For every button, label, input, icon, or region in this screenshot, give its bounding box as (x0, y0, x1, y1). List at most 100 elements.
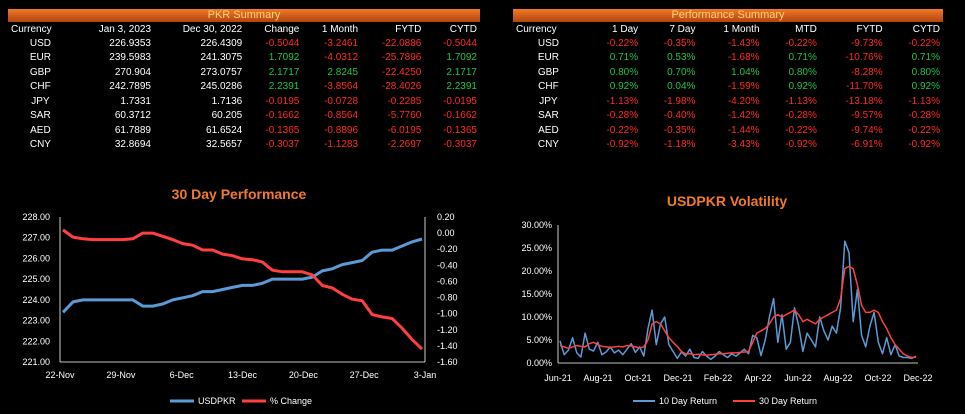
perf-row: AED -0.22% -0.35% -1.44% -0.22% -9.74% -0.22% (513, 123, 943, 138)
perf-col-header: CYTD (912, 23, 940, 35)
perf-col-header: 1 Month (723, 23, 760, 35)
pkr-summary-table: Currency Jan 3, 2023 Dec 30, 2022 Change 1 M… (8, 22, 480, 152)
chart1-lines (61, 228, 424, 351)
pkr-col-header: Jan 3, 2023 (98, 23, 151, 35)
perf-cell: 0.80% (911, 66, 940, 78)
pkr-cell: -25.7896 (381, 52, 422, 64)
perf-cell: 0.80% (609, 66, 639, 78)
pkr-row: GBP 270.904 273.0757 2.1717 2.8245 -22.4250 2.… (8, 65, 480, 80)
performance-summary-panel: Performance Summary Currency 1 Day 7 Day 1 … (513, 9, 943, 152)
chart1-y2-tick: 0.20 (437, 212, 455, 222)
pkr-cell: 32.5657 (206, 139, 243, 151)
perf-cell: -8.28% (850, 66, 883, 78)
pkr-cell: 60.3712 (114, 110, 151, 122)
perf-cell: -0.28% (785, 110, 817, 122)
chart2-y-tick: 0.00% (526, 358, 552, 368)
chart1-x-tick: 3-Jan (414, 370, 437, 380)
pkr-cell: 1.7331 (120, 95, 151, 107)
pkr-cell: 1.7136 (211, 95, 243, 107)
pkr-cell: 2.1717 (446, 66, 477, 78)
pkr-cell: 60.205 (211, 110, 243, 122)
pkr-cell: -0.1365 (443, 124, 477, 136)
pkr-summary-header-row: Currency Jan 3, 2023 Dec 30, 2022 Change 1 M… (8, 22, 480, 36)
perf-cell: 0.80% (788, 66, 817, 78)
perf-cell: 0.92% (788, 81, 817, 93)
perf-row: SAR -0.28% -0.40% -1.42% -0.28% -9.57% -0.28% (513, 109, 943, 124)
performance-summary-title: Performance Summary (513, 9, 943, 22)
chart1-y2-tick: -0.60 (437, 276, 458, 286)
chart1-y2-tick: -0.40 (437, 260, 458, 270)
perf-cell: -1.13% (606, 95, 639, 107)
perf-cell: -0.35% (663, 124, 696, 136)
chart1-axes: 221.00 222.00 223.00 224.00 225.00 226.00 227.… (22, 212, 457, 380)
pkr-cell: -0.0195 (265, 95, 300, 107)
pkr-row: CHF 242.7895 245.0286 2.2391 -3.8564 -28.4026… (8, 80, 480, 95)
perf-currency: GBP (537, 66, 559, 78)
perf-cell: -0.22% (785, 37, 817, 49)
pkr-currency: EUR (29, 52, 51, 64)
perf-cell: -10.76% (845, 52, 883, 64)
perf-cell: -0.22% (908, 37, 940, 49)
pkr-col-header: Dec 30, 2022 (182, 23, 243, 35)
pkr-cell: 2.1717 (268, 66, 300, 78)
perf-row: JPY -1.13% -1.98% -4.20% -1.13% -13.18% -1.13% (513, 94, 943, 109)
pkr-cell: 239.5983 (109, 52, 151, 64)
chart2-x-tick: Oct-22 (864, 373, 891, 383)
chart1-legend-label: USDPKR (198, 396, 236, 406)
chart1-x-tick: 22-Nov (45, 370, 75, 380)
perf-col-header: 7 Day (669, 23, 696, 35)
perf-cell: 0.04% (667, 81, 696, 93)
pkr-col-header: Currency (11, 23, 52, 35)
perf-row: USD -0.22% -0.35% -1.43% -0.22% -9.73% -0.22% (513, 36, 943, 51)
perf-row: CHF 0.92% 0.04% -1.59% 0.92% -11.70% 0.92% (513, 80, 943, 95)
perf-cell: -3.43% (727, 139, 760, 151)
perf-cell: -1.59% (727, 81, 760, 93)
pkr-currency: USD (29, 37, 51, 49)
perf-currency: CHF (538, 81, 559, 93)
perf-cell: 0.71% (609, 52, 639, 64)
pkr-cell: -0.5044 (265, 37, 300, 49)
performance-summary-body: USD -0.22% -0.35% -1.43% -0.22% -9.73% -0.22% E… (513, 36, 943, 152)
pkr-cell: 1.7092 (268, 52, 300, 64)
perf-cell: -0.35% (663, 37, 696, 49)
chart1-y2-tick: -1.60 (437, 357, 458, 367)
chart2-y-tick: 5.00% (526, 335, 552, 345)
chart1-y-tick: 228.00 (22, 212, 50, 222)
perf-col-header: MTD (795, 23, 817, 35)
chart1-y-tick: 223.00 (22, 316, 50, 326)
pkr-row: USD 226.9353 226.4309 -0.5044 -3.2461 -22.088… (8, 36, 480, 51)
chart1-y-tick: 226.00 (22, 253, 50, 263)
pkr-col-header: 1 Month (321, 23, 359, 35)
perf-row: CNY -0.92% -1.18% -3.43% -0.92% -6.91% -0.92% (513, 138, 943, 153)
chart1-series-line (61, 237, 423, 314)
perf-row: EUR 0.71% 0.53% -1.68% 0.71% -10.76% 0.71% (513, 51, 943, 66)
perf-cell: -1.68% (727, 52, 760, 64)
chart1-x-tick: 27-Dec (350, 370, 380, 380)
chart2-y-tick: 25.00% (521, 243, 552, 253)
perf-cell: -0.28% (606, 110, 639, 122)
perf-cell: -1.42% (727, 110, 760, 122)
pkr-currency: GBP (29, 66, 51, 78)
pkr-cell: -5.7760 (387, 110, 422, 122)
perf-cell: -4.20% (727, 95, 760, 107)
perf-col-header: Currency (516, 23, 557, 35)
pkr-cell: -22.0886 (381, 37, 422, 49)
pkr-cell: -1.1283 (324, 139, 359, 151)
perf-currency: JPY (539, 95, 558, 107)
perf-cell: 1.04% (731, 66, 760, 78)
chart2-series-line (559, 240, 917, 361)
pkr-cell: -0.0195 (443, 95, 477, 107)
pkr-cell: 1.7092 (446, 52, 477, 64)
pkr-cell: -3.2461 (324, 37, 359, 49)
pkr-cell: 2.8245 (327, 66, 359, 78)
perf-cell: 0.53% (667, 52, 696, 64)
perf-currency: USD (537, 37, 559, 49)
thirty-day-performance-chart: 30 Day Performance 221.00 222.00 223.00 224… (22, 186, 457, 406)
perf-cell: -1.44% (727, 124, 760, 136)
pkr-cell: -4.0312 (324, 52, 359, 64)
pkr-cell: 226.4309 (200, 37, 243, 49)
perf-col-header: FYTD (856, 23, 883, 35)
pkr-cell: -0.2285 (387, 95, 422, 107)
perf-cell: 0.71% (788, 52, 817, 64)
chart1-y-tick: 222.00 (22, 336, 50, 346)
